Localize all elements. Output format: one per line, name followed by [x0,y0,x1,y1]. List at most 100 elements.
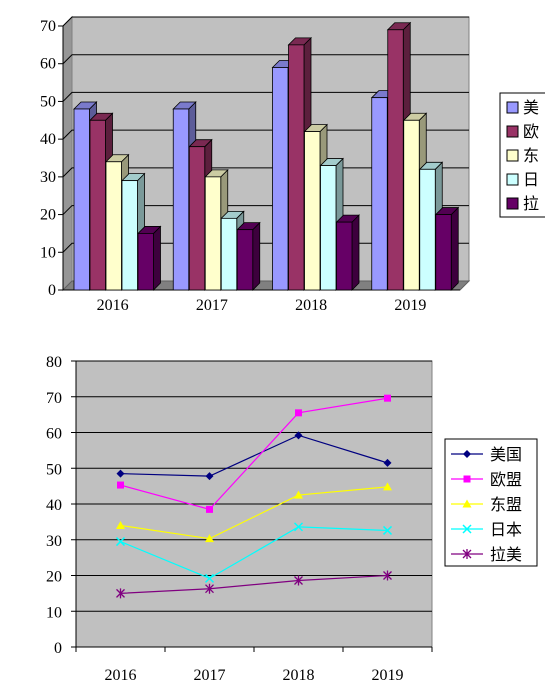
series [116,431,392,481]
bar-front [172,108,190,291]
series-line [120,397,388,511]
point-marker [293,522,304,532]
legend-swatch [506,173,519,186]
y-tick-label: 40 [46,497,62,514]
bar [236,221,261,291]
x-tick-label: 2019 [394,297,426,314]
point-marker [204,573,215,583]
point-marker [116,588,125,599]
bar-front [105,161,122,291]
gridline [62,129,469,140]
bar-front [121,180,138,291]
legend-label: 欧盟 [490,470,522,489]
bar [335,214,360,291]
point-marker [206,505,213,513]
bar-front [236,229,254,291]
y-tick-label: 30 [46,533,62,550]
series [117,394,391,513]
point-marker [294,490,303,499]
x-tick-label: 2019 [372,667,404,684]
point-marker [383,570,392,581]
bar-front [137,233,154,291]
point-marker [205,583,214,594]
bar-front [188,146,206,291]
point-marker [205,472,214,481]
x-tick-label: 2018 [295,297,327,314]
point-marker [294,431,303,440]
y-tick-label: 20 [46,569,62,586]
bar [137,225,162,291]
point-marker [205,534,214,543]
point-marker [116,520,125,529]
series [116,570,392,599]
legend-label: 东 [523,146,539,165]
y-tick-label: 30 [40,169,56,186]
gridline [62,16,469,27]
gridline [62,91,469,102]
legend-box [444,438,538,567]
x-tick-label: 2018 [283,667,315,684]
legend-swatch [506,125,519,138]
bar-front [89,119,106,291]
y-tick-label: 80 [46,354,62,371]
bar [434,206,460,291]
series-line [120,526,388,580]
x-tick-label: 2016 [105,667,137,684]
point-marker [383,482,392,491]
bar-front [387,29,404,291]
point-marker [383,458,392,467]
x-tick-label: 2016 [97,297,129,314]
y-tick-label: 10 [46,604,62,621]
x-tick-label: 2017 [196,297,228,314]
gridline [62,54,469,65]
bar-front [304,131,321,291]
bar-front [288,44,305,291]
legend-swatch [506,149,519,162]
bar-front [371,97,388,291]
point-marker [462,524,472,534]
legend-label: 拉 [523,194,539,213]
bar-front [73,108,90,291]
y-tick-label: 40 [40,131,56,148]
point-marker [115,537,126,547]
point-marker [382,525,393,535]
y-tick-label: 0 [48,282,56,299]
point-marker [117,481,124,489]
y-tick-label: 70 [40,18,56,35]
y-tick-label: 50 [40,93,56,110]
legend-label: 东盟 [490,495,522,514]
legend-label: 日本 [490,520,522,539]
point-marker [462,549,472,559]
bar-front [272,67,289,291]
point-marker [462,499,472,508]
bar-front [336,221,353,291]
series-line [120,574,388,594]
series [116,482,392,543]
legend-label: 美国 [490,445,522,464]
legend-label: 美 [523,98,539,117]
bar-front [320,165,337,291]
y-tick-label: 60 [46,426,62,443]
bar-front [435,214,452,291]
bar-front [403,119,420,291]
point-marker [463,450,471,458]
y-tick-label: 0 [54,640,62,657]
point-marker [463,475,471,483]
point-marker [294,575,303,586]
point-marker [384,394,391,402]
series-line [120,486,388,540]
y-tick-label: 50 [46,461,62,478]
bar-front [204,176,222,291]
bar-front [419,168,436,291]
y-tick-label: 20 [40,207,56,224]
legend-label: 拉美 [490,545,522,564]
series [115,522,393,583]
legend-swatch [506,101,519,114]
legend-swatch [506,197,519,210]
legend-label: 日 [523,170,539,189]
point-marker [116,469,125,478]
